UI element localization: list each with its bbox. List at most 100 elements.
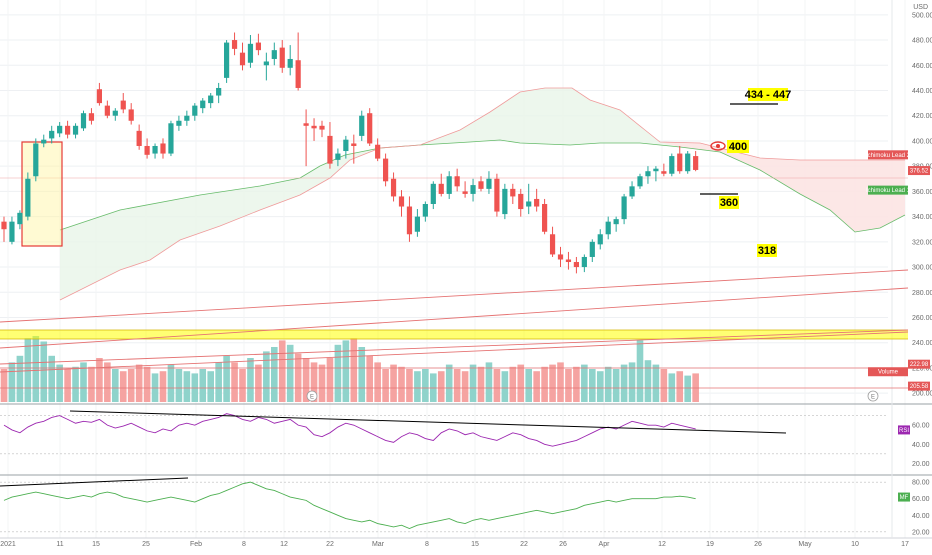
rsi-tick-label: 40.00 bbox=[912, 442, 930, 449]
price-tick-label: 340.00 bbox=[912, 214, 932, 221]
candle-body bbox=[661, 171, 667, 174]
candle-body bbox=[470, 185, 476, 194]
volume-bar bbox=[247, 358, 254, 402]
candle-body bbox=[438, 183, 444, 194]
price-tick-label: 300.00 bbox=[912, 265, 932, 272]
candle-body bbox=[621, 196, 627, 220]
volume-bar bbox=[278, 340, 286, 402]
volume-bar bbox=[215, 362, 222, 402]
price-tag-label: Volume bbox=[878, 370, 899, 376]
candle-body bbox=[383, 158, 389, 182]
volume-bar bbox=[374, 362, 381, 402]
volume-bar bbox=[604, 366, 612, 402]
price-tag-bg bbox=[908, 381, 930, 391]
volume-bar bbox=[565, 369, 572, 402]
volume-bar bbox=[628, 362, 636, 402]
candle-body bbox=[303, 123, 309, 126]
cloud-fill-red bbox=[660, 142, 905, 232]
candle-body bbox=[693, 156, 699, 170]
volume-bar bbox=[596, 371, 604, 402]
price-tag-label: Ichimoku Lead 1 bbox=[866, 188, 911, 194]
candle-body bbox=[255, 42, 261, 51]
candle-body bbox=[279, 47, 285, 68]
price-tick-label: 240.00 bbox=[912, 340, 932, 347]
price-tick-label: 260.00 bbox=[912, 315, 932, 322]
candle-body bbox=[144, 145, 150, 155]
ichimoku-cloud bbox=[59, 87, 906, 301]
volume-bar bbox=[557, 362, 564, 402]
candle-body bbox=[25, 178, 31, 217]
candle-body bbox=[422, 204, 428, 217]
volume-bar bbox=[422, 369, 429, 402]
x-tick-label: Mar bbox=[372, 541, 385, 548]
candle-body bbox=[9, 221, 15, 242]
candle-body bbox=[430, 183, 436, 204]
candle-body bbox=[637, 176, 643, 187]
candle-body bbox=[669, 156, 675, 174]
x-tick-label: May bbox=[798, 541, 812, 548]
candle-body bbox=[152, 145, 158, 154]
candle-body bbox=[88, 113, 95, 121]
eye-icon bbox=[710, 141, 726, 151]
candle-body bbox=[414, 216, 420, 232]
price-tag-label: 376.52 bbox=[910, 169, 929, 175]
trend-line bbox=[0, 269, 909, 323]
price-tick-label: 320.00 bbox=[912, 239, 932, 246]
candle-body bbox=[685, 153, 691, 172]
candle-body bbox=[351, 143, 357, 146]
annotation-360: 360 bbox=[719, 196, 739, 209]
price-tick-label: 440.00 bbox=[912, 88, 932, 95]
candle-body bbox=[192, 105, 198, 116]
pane-tag-bg bbox=[898, 425, 910, 435]
volume-bar bbox=[24, 338, 32, 402]
volume-bar bbox=[581, 364, 588, 402]
volume-bar bbox=[517, 364, 525, 402]
mf-tick-label: 40.00 bbox=[912, 513, 930, 520]
mf-tick-label: 60.00 bbox=[912, 496, 930, 503]
candle-body bbox=[271, 50, 277, 59]
candle-body bbox=[359, 115, 365, 136]
candle-body bbox=[581, 256, 587, 268]
x-tick-label: Apr bbox=[599, 541, 611, 548]
candle-body bbox=[295, 60, 301, 88]
candle-body bbox=[613, 219, 619, 225]
volume-bar bbox=[207, 371, 214, 402]
volume-bar bbox=[183, 371, 191, 402]
volume-bar bbox=[32, 336, 40, 402]
candle-body bbox=[343, 139, 349, 152]
volume-bar bbox=[612, 369, 620, 402]
axes: 500.00480.00460.00440.00420.00400.00380.… bbox=[0, 12, 932, 548]
candle-body bbox=[390, 178, 397, 197]
trend-line bbox=[0, 331, 909, 373]
candle-body bbox=[462, 191, 468, 194]
candle-body bbox=[494, 178, 500, 212]
volume-bar bbox=[573, 366, 580, 402]
x-tick-label: 15 bbox=[92, 541, 100, 548]
earnings-marker-label: E bbox=[871, 395, 875, 401]
volume-bar bbox=[167, 364, 175, 402]
price-tick-label: 220.00 bbox=[912, 365, 932, 372]
x-tick-label: 12 bbox=[280, 541, 288, 548]
price-tag-bg bbox=[868, 185, 908, 195]
candle-body bbox=[502, 188, 508, 215]
x-tick-label: Feb bbox=[190, 541, 202, 548]
trend-line bbox=[0, 287, 909, 349]
volume-bar bbox=[469, 364, 477, 402]
volume-bar bbox=[255, 364, 262, 402]
candle-body bbox=[112, 110, 118, 116]
volume-bar bbox=[16, 355, 24, 402]
pane-tag-label: MF bbox=[900, 495, 909, 501]
volume-bar bbox=[509, 366, 517, 402]
volume-bar bbox=[159, 371, 167, 402]
volume-bar bbox=[533, 371, 540, 402]
price-tick-label: 200.00 bbox=[912, 391, 932, 398]
price-tick-label: 280.00 bbox=[912, 290, 932, 297]
annotation-318: 318 bbox=[757, 244, 777, 257]
volume-bar bbox=[286, 344, 294, 402]
volume-bar bbox=[88, 366, 95, 402]
candle-body bbox=[168, 123, 174, 154]
volume-bar bbox=[80, 362, 87, 402]
